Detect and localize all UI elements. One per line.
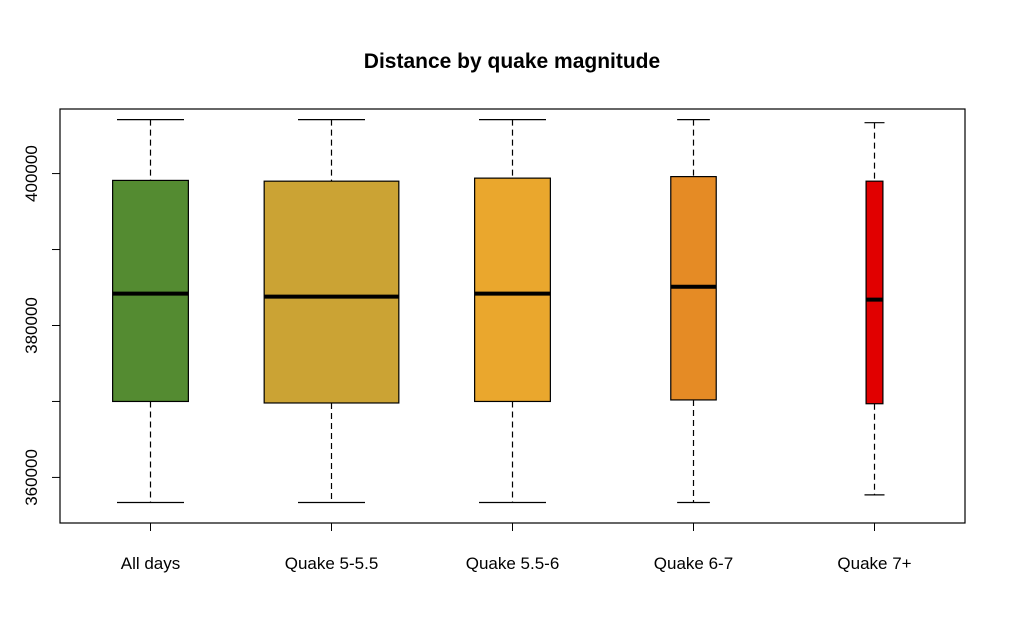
- y-axis: 360000 380000 400000: [22, 145, 60, 506]
- box-group: [263, 119, 400, 504]
- chart-title: Distance by quake magnitude: [364, 50, 660, 73]
- x-tick-label: Quake 5.5-6: [466, 554, 560, 573]
- box-group: [112, 119, 189, 504]
- x-axis: All days Quake 5-5.5 Quake 5.5-6 Quake 6-7 Q…: [121, 523, 912, 573]
- box-group: [474, 119, 551, 504]
- y-tick-label: 400000: [22, 145, 41, 202]
- box-group: [864, 122, 885, 496]
- box-body: [865, 180, 884, 405]
- x-tick-label: Quake 5-5.5: [285, 554, 379, 573]
- boxes: [112, 119, 885, 504]
- x-tick-label: Quake 7+: [837, 554, 911, 573]
- y-tick-label: 380000: [22, 297, 41, 354]
- x-tick-label: All days: [121, 554, 181, 573]
- box-body: [112, 179, 189, 403]
- box-group: [670, 119, 717, 504]
- box-body: [263, 180, 400, 404]
- box-body: [474, 177, 551, 403]
- y-tick-label: 360000: [22, 449, 41, 506]
- x-tick-label: Quake 6-7: [654, 554, 733, 573]
